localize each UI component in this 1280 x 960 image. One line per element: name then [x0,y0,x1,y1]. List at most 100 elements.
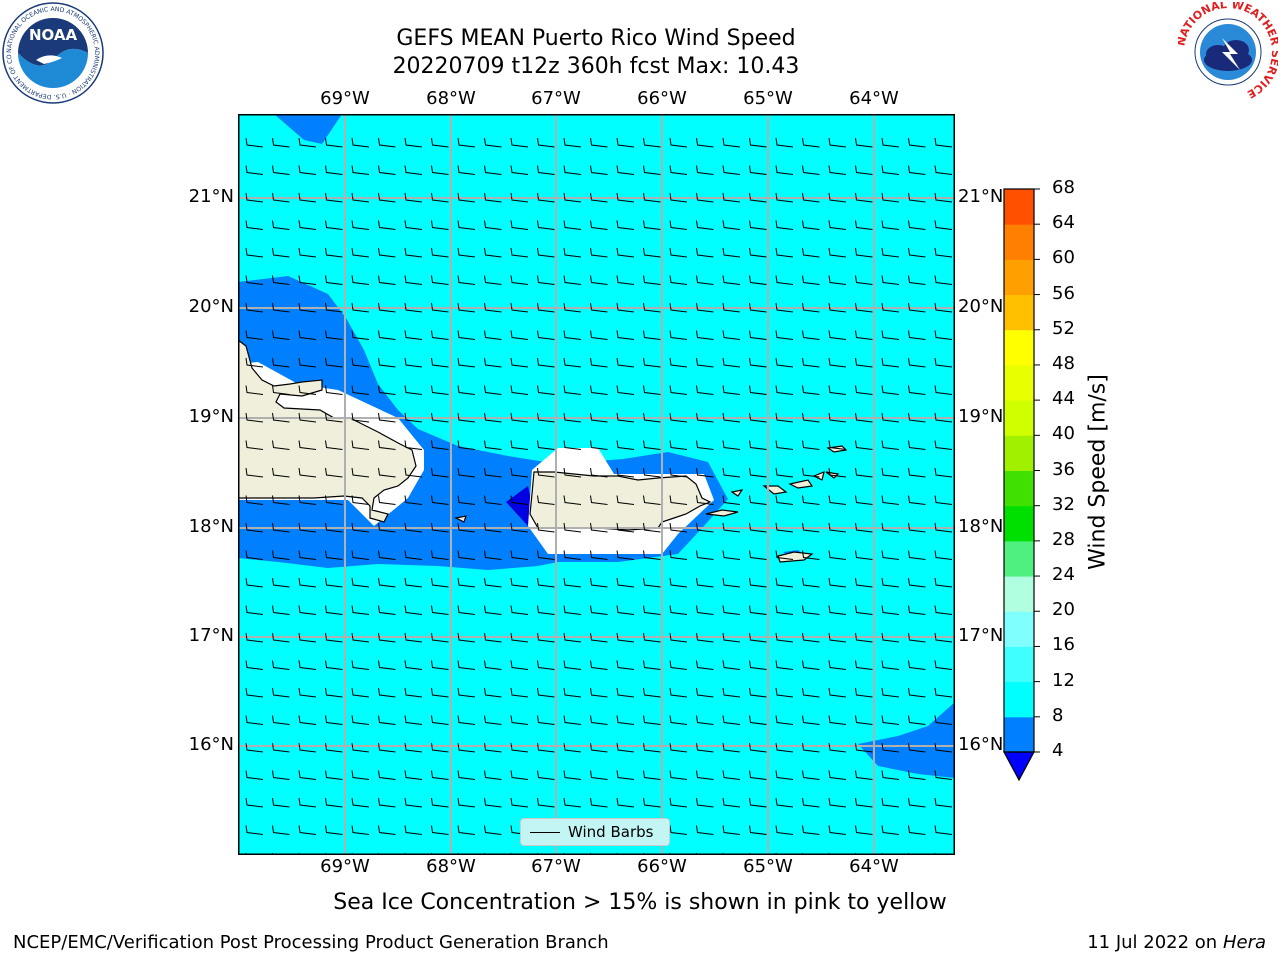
wind-barb [404,632,423,643]
wind-barb [351,825,370,835]
wind-barb [404,770,423,780]
wind-barb [881,440,900,450]
wind-barb [325,137,343,148]
wind-barb [351,550,370,560]
wind-barb [934,357,953,368]
lon-top-label: 69°W [320,88,370,109]
wind-barb [431,137,449,148]
wind-barb [749,660,767,670]
wind-barb [828,412,847,423]
wind-barb [590,797,608,808]
wind-barb [404,577,423,588]
wind-barb [616,660,635,670]
wind-barb [563,715,582,725]
wind-barb [563,605,582,615]
wind-barb [484,137,502,148]
wind-barb [802,687,820,698]
wind-barb [537,577,555,588]
wind-barb [272,632,290,643]
wind-barb [643,687,661,698]
wind-barb [669,137,688,148]
lat-right-label: 20°N [958,296,1004,317]
lat-left-label: 20°N [188,296,234,317]
wind-barb [775,412,794,423]
wind-barb [431,715,449,725]
wind-barb [722,550,741,560]
wind-barb [272,660,290,670]
wind-barb [298,660,317,670]
wind-barb [325,825,343,835]
wind-barb [378,275,396,285]
wind-barb [616,220,635,230]
wind-barb [457,412,476,423]
graticule [238,114,955,855]
wind-barb [881,165,900,175]
wind-barb [378,660,396,670]
wind-barb [643,742,661,753]
wind-barb [590,137,608,148]
wind-barb [245,330,264,340]
wind-barb [934,247,953,258]
wind-barb [245,165,264,175]
wind-barb [404,440,423,450]
wind-barb [510,797,529,808]
wind-barb [934,550,953,560]
wind-barb [881,275,900,285]
wind-barb [245,660,264,670]
wind-barb [722,797,741,808]
colorbar-tick-label: 28 [1052,528,1075,550]
lon-top-label: 65°W [743,88,793,109]
wind-barb [431,385,449,395]
wind-barb [378,357,396,368]
wind-barb [510,357,529,368]
wind-barb [855,715,873,725]
wind-barb [696,770,714,780]
wind-barb [722,357,741,368]
wind-barb [828,440,847,450]
wind-barb [563,302,582,313]
wind-barb [563,522,582,533]
wind-barb [537,550,555,560]
wind-barb [298,247,317,258]
wind-barb [484,385,502,395]
wind-barb [351,357,370,368]
wind-barb [855,797,873,808]
wind-barb [537,275,555,285]
wind-barb [590,330,608,340]
wind-barb [457,137,476,148]
wind-barb [272,192,290,203]
wind-barb [272,467,290,478]
wind-barb [245,357,264,368]
wind-barb [298,550,317,560]
wind-barb [537,522,555,533]
wind-barb [696,302,714,313]
wind-barb [881,330,900,340]
wind-barb [802,742,820,753]
wind-barb [616,330,635,340]
wind-barb [855,302,873,313]
wind-barb [616,440,635,450]
culebra-landmass [730,489,744,497]
wind-barb [828,797,847,808]
wind-barb [563,550,582,560]
wind-barb [722,577,741,588]
lon-top-label: 66°W [637,88,687,109]
wind-barb [775,495,794,505]
wind-barb [457,715,476,725]
wind-barb [272,577,290,588]
wind-barb [272,687,290,698]
wind-barb [404,330,423,340]
wind-barb [590,632,608,643]
wind-barb [590,165,608,175]
wind-barb [934,440,953,450]
wind-barb [325,605,343,615]
wind-barb [908,495,926,505]
wind-barb [272,770,290,780]
wind-barb [431,797,449,808]
wind-barb [855,165,873,175]
wind-barb [669,247,688,258]
wind-barb [431,165,449,175]
wind-barb [696,797,714,808]
wind-barb [669,660,688,670]
wind-barb [802,577,820,588]
